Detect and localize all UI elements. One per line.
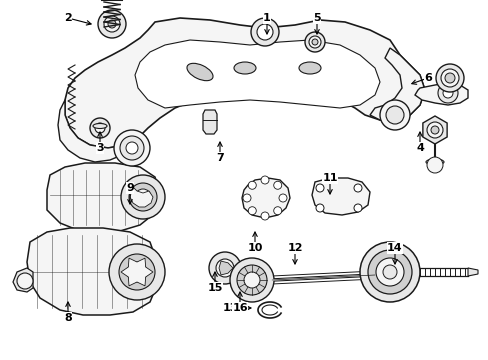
Circle shape (261, 212, 268, 220)
Circle shape (435, 64, 463, 92)
Circle shape (104, 16, 120, 32)
Text: 7: 7 (216, 153, 224, 163)
Text: 8: 8 (64, 313, 72, 323)
Polygon shape (13, 268, 33, 292)
Circle shape (437, 83, 457, 103)
Circle shape (250, 18, 279, 46)
Text: 11: 11 (322, 173, 337, 183)
Circle shape (109, 244, 164, 300)
Circle shape (208, 252, 241, 284)
Polygon shape (135, 40, 379, 108)
Polygon shape (242, 178, 289, 218)
Polygon shape (203, 110, 217, 134)
Ellipse shape (425, 159, 443, 165)
Text: 15: 15 (207, 283, 222, 293)
Polygon shape (65, 18, 424, 148)
Text: 12: 12 (286, 243, 302, 253)
Ellipse shape (186, 63, 213, 81)
Ellipse shape (298, 62, 320, 74)
Polygon shape (130, 187, 153, 207)
Polygon shape (219, 261, 232, 275)
Ellipse shape (234, 62, 256, 74)
Circle shape (444, 73, 454, 83)
Polygon shape (467, 268, 477, 276)
Circle shape (315, 184, 324, 192)
Text: 13: 13 (222, 303, 237, 313)
Text: 9: 9 (126, 183, 134, 193)
Circle shape (129, 183, 157, 211)
Circle shape (311, 39, 317, 45)
Text: 4: 4 (415, 143, 423, 153)
Circle shape (243, 194, 250, 202)
Circle shape (248, 207, 256, 215)
Circle shape (244, 272, 260, 288)
Circle shape (126, 142, 138, 154)
Circle shape (353, 184, 361, 192)
Polygon shape (311, 178, 369, 215)
Polygon shape (121, 258, 153, 286)
Text: 14: 14 (386, 243, 402, 253)
Circle shape (379, 100, 409, 130)
Circle shape (127, 262, 147, 282)
Circle shape (237, 265, 266, 295)
Circle shape (308, 36, 320, 48)
Circle shape (375, 258, 403, 286)
Circle shape (367, 250, 411, 294)
Polygon shape (47, 163, 160, 233)
Text: 6: 6 (423, 73, 431, 83)
Circle shape (315, 204, 324, 212)
Circle shape (121, 175, 164, 219)
Polygon shape (27, 228, 157, 315)
Polygon shape (422, 116, 446, 144)
Polygon shape (369, 48, 424, 120)
Text: 2: 2 (64, 13, 72, 23)
Circle shape (119, 254, 155, 290)
Circle shape (382, 265, 396, 279)
Circle shape (248, 181, 256, 189)
Circle shape (273, 207, 281, 215)
Text: 5: 5 (312, 13, 320, 23)
Circle shape (426, 157, 442, 173)
Circle shape (114, 130, 150, 166)
Polygon shape (414, 83, 467, 105)
Circle shape (108, 20, 116, 28)
Circle shape (442, 88, 452, 98)
Text: 16: 16 (232, 303, 247, 313)
Text: 10: 10 (247, 243, 262, 253)
Circle shape (273, 181, 281, 189)
Circle shape (229, 258, 273, 302)
Circle shape (430, 126, 438, 134)
Circle shape (353, 204, 361, 212)
Circle shape (120, 136, 143, 160)
Circle shape (216, 259, 234, 277)
Circle shape (305, 32, 325, 52)
Circle shape (426, 122, 442, 138)
Circle shape (440, 69, 458, 87)
Ellipse shape (93, 123, 107, 129)
Text: 1: 1 (263, 13, 270, 23)
Circle shape (385, 106, 403, 124)
Circle shape (257, 24, 272, 40)
Circle shape (261, 176, 268, 184)
Circle shape (359, 242, 419, 302)
Polygon shape (58, 100, 138, 162)
Circle shape (135, 189, 151, 205)
Circle shape (90, 118, 110, 138)
Circle shape (17, 273, 33, 289)
Circle shape (98, 10, 126, 38)
Circle shape (279, 194, 286, 202)
Circle shape (95, 123, 105, 133)
Text: 3: 3 (96, 143, 103, 153)
